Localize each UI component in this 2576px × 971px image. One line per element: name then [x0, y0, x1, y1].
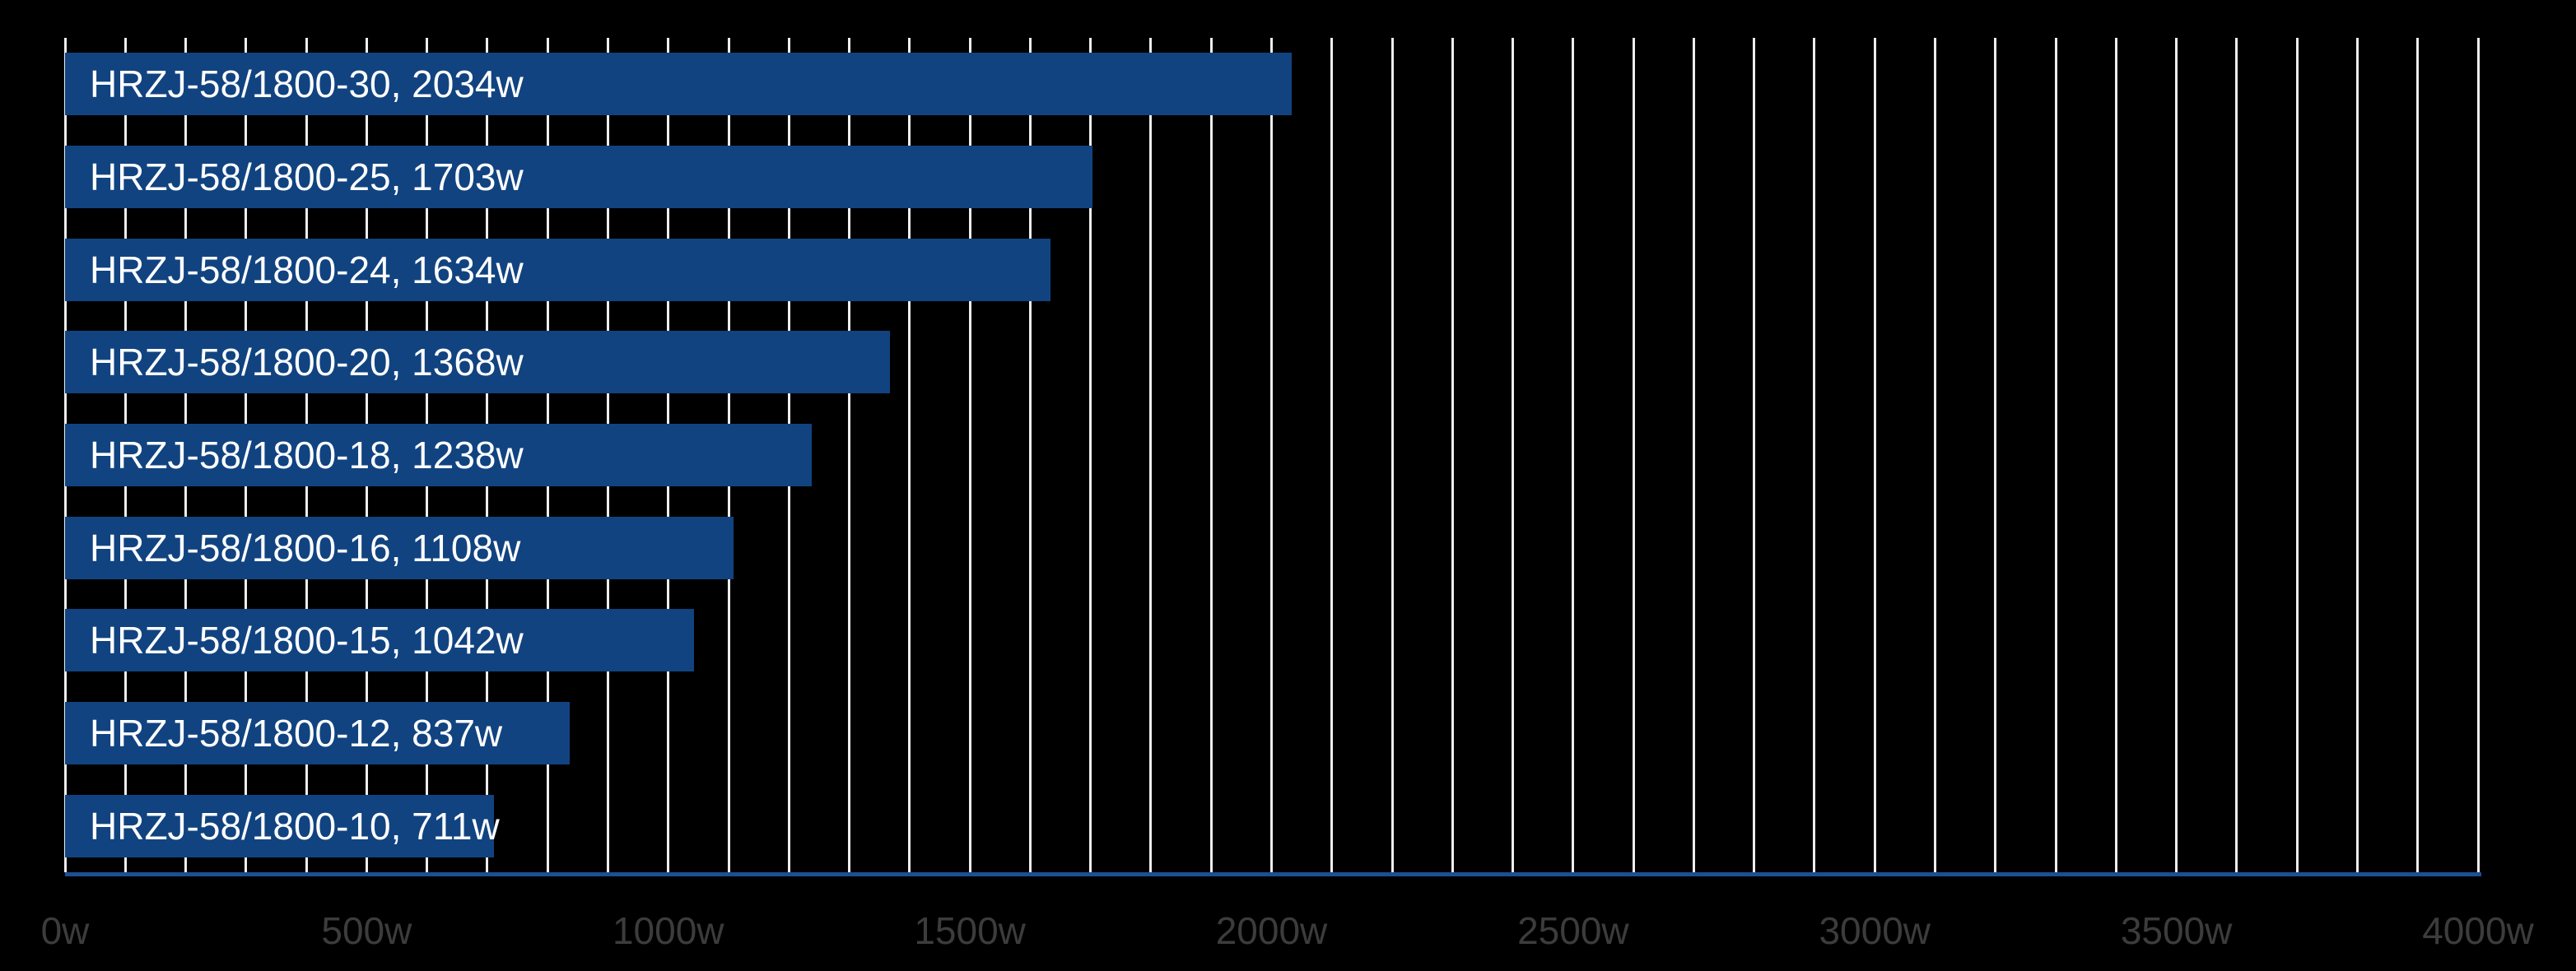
- gridline: [2114, 38, 2117, 872]
- gridline: [1089, 38, 1092, 872]
- gridline: [2295, 38, 2299, 872]
- gridline: [1330, 38, 1334, 872]
- gridline: [1692, 38, 1695, 872]
- bar: HRZJ-58/1800-25, 1703w: [65, 146, 1092, 208]
- bar: HRZJ-58/1800-16, 1108w: [65, 516, 734, 579]
- gridline: [1994, 38, 1997, 872]
- gridline: [1451, 38, 1454, 872]
- gridline: [1873, 38, 1876, 872]
- gridline: [1028, 38, 1032, 872]
- gridline: [1572, 38, 1575, 872]
- gridline: [1149, 38, 1153, 872]
- x-tick-label: 0w: [40, 909, 90, 952]
- bar: HRZJ-58/1800-12, 837w: [65, 702, 571, 764]
- x-tick-label: 3500w: [2120, 909, 2233, 952]
- bar-label: HRZJ-58/1800-30, 2034w: [90, 63, 524, 106]
- gridline: [908, 38, 911, 872]
- gridline: [1390, 38, 1394, 872]
- gridline: [1270, 38, 1273, 872]
- gridline: [2054, 38, 2057, 872]
- x-tick-label: 2500w: [1517, 909, 1629, 952]
- gridline: [1934, 38, 1937, 872]
- bar-label: HRZJ-58/1800-10, 711w: [90, 804, 500, 848]
- bar: HRZJ-58/1800-15, 1042w: [65, 609, 694, 672]
- gridline: [1512, 38, 1515, 872]
- gridline: [1632, 38, 1635, 872]
- gridline: [2416, 38, 2420, 872]
- gridline: [2235, 38, 2238, 872]
- bar: HRZJ-58/1800-24, 1634w: [65, 238, 1051, 301]
- gridline: [968, 38, 971, 872]
- gridline: [2175, 38, 2178, 872]
- gridline: [1813, 38, 1816, 872]
- bar-label: HRZJ-58/1800-12, 837w: [90, 712, 503, 755]
- bar-label: HRZJ-58/1800-16, 1108w: [90, 526, 521, 569]
- gridline: [1209, 38, 1213, 872]
- gridline: [2355, 38, 2359, 872]
- gridline: [2476, 38, 2480, 872]
- bar-label: HRZJ-58/1800-15, 1042w: [90, 619, 524, 662]
- x-tick-label: 1500w: [914, 909, 1026, 952]
- bar-label: HRZJ-58/1800-24, 1634w: [90, 248, 524, 291]
- gridline: [848, 38, 851, 872]
- bar: HRZJ-58/1800-18, 1238w: [65, 424, 813, 486]
- x-tick-label: 3000w: [1819, 909, 1931, 952]
- gridline: [1753, 38, 1756, 872]
- x-tick-label: 1000w: [612, 909, 724, 952]
- x-axis-line: [65, 872, 2481, 876]
- bar-label: HRZJ-58/1800-25, 1703w: [90, 156, 524, 198]
- x-tick-label: 2000w: [1215, 909, 1328, 952]
- bar-label: HRZJ-58/1800-18, 1238w: [90, 434, 524, 476]
- bar: HRZJ-58/1800-30, 2034w: [65, 53, 1293, 116]
- bar-label: HRZJ-58/1800-20, 1368w: [90, 341, 524, 384]
- x-tick-label: 500w: [321, 909, 412, 952]
- bar: HRZJ-58/1800-10, 711w: [65, 794, 500, 857]
- bar: HRZJ-58/1800-20, 1368w: [65, 331, 891, 394]
- x-tick-label: 4000w: [2422, 909, 2534, 952]
